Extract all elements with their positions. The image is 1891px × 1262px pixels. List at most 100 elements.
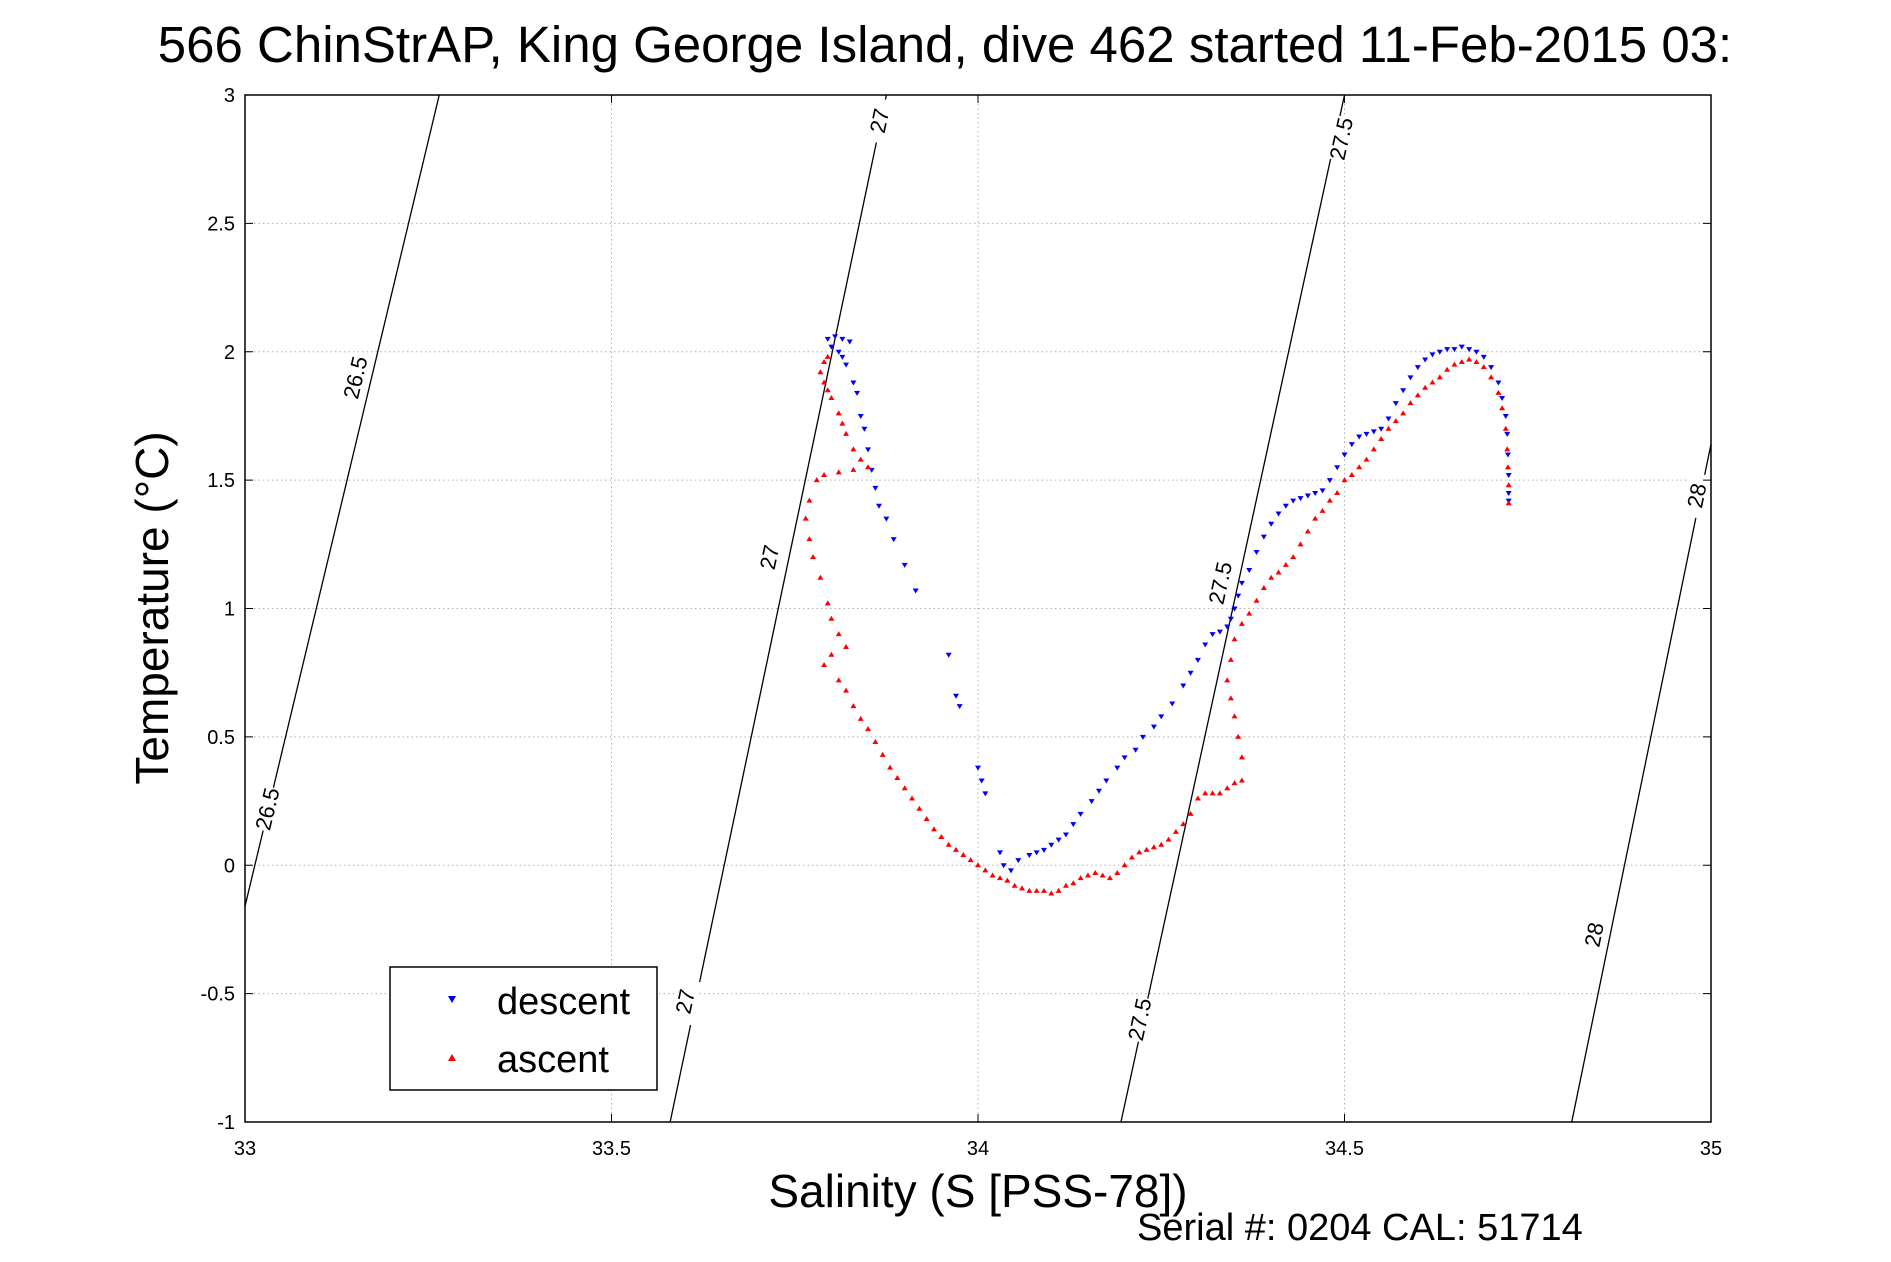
ascent-point xyxy=(1106,875,1113,881)
ascent-point xyxy=(1202,790,1209,796)
y-tick-label: 2.5 xyxy=(207,213,235,235)
descent-point xyxy=(850,380,857,386)
isopycnal-line xyxy=(1571,444,1712,1123)
descent-point xyxy=(1312,490,1319,496)
ascent-point xyxy=(1033,887,1040,893)
ascent-point xyxy=(945,841,952,847)
descent-point xyxy=(1224,624,1231,630)
ascent-point xyxy=(1194,795,1201,801)
ascent-point xyxy=(1414,392,1421,398)
x-tick-label: 35 xyxy=(1700,1138,1722,1160)
isopycnal-label: 28 xyxy=(1580,920,1609,949)
descent-point xyxy=(1341,452,1348,458)
ascent-point xyxy=(960,851,967,857)
isopycnal-label-gap xyxy=(752,533,786,582)
descent-point xyxy=(1070,822,1077,828)
descent-point xyxy=(1444,347,1451,353)
ascent-point xyxy=(1505,482,1512,488)
ascent-point xyxy=(1253,597,1260,603)
y-tick-label: -0.5 xyxy=(201,984,235,1006)
descent-point xyxy=(1363,431,1370,437)
descent-point xyxy=(1007,868,1014,874)
x-tick-label: 34 xyxy=(967,1138,989,1160)
ascent-point xyxy=(817,574,824,580)
isopycnal-line xyxy=(669,94,888,1123)
descent-point xyxy=(1202,642,1209,648)
isopycnal-label-gap xyxy=(250,784,284,833)
ascent-point xyxy=(1231,636,1238,642)
y-tick-label: 0.5 xyxy=(207,727,235,749)
ascent-point xyxy=(1392,418,1399,424)
chart-title: 566 ChinStrAP, King George Island, dive … xyxy=(158,16,1732,73)
isopycnal-label: 28 xyxy=(1682,481,1711,510)
isopycnal-label-gap xyxy=(338,353,372,402)
ascent-point xyxy=(835,631,842,637)
ascent-point xyxy=(1488,374,1495,380)
ascent-point xyxy=(1326,497,1333,503)
ascent-point xyxy=(1238,620,1245,626)
ascent-point xyxy=(1187,810,1194,816)
ascent-point xyxy=(828,394,835,400)
ascent-point xyxy=(843,430,850,436)
ascent-point xyxy=(824,353,831,359)
x-tick-label: 33.5 xyxy=(592,1138,631,1160)
descent-point xyxy=(1194,657,1201,663)
isopycnal-label-gap xyxy=(1324,114,1358,163)
y-tick-label: 2 xyxy=(224,342,235,364)
isopycnal-line xyxy=(1120,94,1346,1123)
descent-point xyxy=(1451,347,1458,353)
ascent-point xyxy=(865,464,872,470)
ascent-point xyxy=(1114,869,1121,875)
descent-point xyxy=(1378,426,1385,432)
descent-point xyxy=(1319,488,1326,494)
ascent-point xyxy=(887,764,894,770)
ascent-point xyxy=(1436,374,1443,380)
descent-point xyxy=(1040,847,1047,853)
ascent-point xyxy=(1077,875,1084,881)
ascent-point xyxy=(1224,785,1231,791)
ascent-point xyxy=(1180,821,1187,827)
ascent-point xyxy=(1055,887,1062,893)
y-tick-label: 1.5 xyxy=(207,470,235,492)
ascent-point xyxy=(1400,410,1407,416)
descent-point xyxy=(1026,852,1033,858)
ascent-point xyxy=(821,471,828,477)
descent-point xyxy=(883,516,890,522)
descent-point xyxy=(1235,593,1242,599)
ascent-point xyxy=(1480,364,1487,370)
ascent-point xyxy=(1172,828,1179,834)
ascent-point xyxy=(1209,790,1216,796)
descent-point xyxy=(1282,503,1289,509)
descent-point xyxy=(839,336,846,342)
descent-point xyxy=(1132,747,1139,753)
y-tick-label: 3 xyxy=(224,85,235,107)
descent-point xyxy=(832,334,839,340)
ascent-point xyxy=(821,661,828,667)
ascent-point xyxy=(806,497,813,503)
ascent-point xyxy=(1260,584,1267,590)
ascent-point xyxy=(1040,887,1047,893)
ascent-point xyxy=(1084,872,1091,878)
ascent-point xyxy=(1231,780,1238,786)
y-tick-label: 1 xyxy=(224,599,235,621)
ascent-point xyxy=(1504,446,1511,452)
ascent-point xyxy=(909,795,916,801)
descent-point xyxy=(912,588,919,594)
isopycnal-label: 27 xyxy=(755,543,785,572)
descent-point xyxy=(828,344,835,350)
descent-point xyxy=(1246,567,1253,573)
ascent-point xyxy=(1238,754,1245,760)
descent-point xyxy=(975,765,981,771)
ascent-point xyxy=(953,846,960,852)
ascent-point xyxy=(1341,477,1348,483)
ascent-point xyxy=(843,687,850,693)
ascent-point xyxy=(1334,489,1341,495)
ascent-point xyxy=(872,739,879,745)
ascent-point xyxy=(1275,569,1282,575)
ascent-point xyxy=(1011,882,1018,888)
descent-point xyxy=(1275,511,1282,517)
series-ascent xyxy=(802,353,1512,896)
ascent-point xyxy=(821,379,828,385)
descent-point xyxy=(956,704,963,710)
descent-point xyxy=(861,426,868,432)
